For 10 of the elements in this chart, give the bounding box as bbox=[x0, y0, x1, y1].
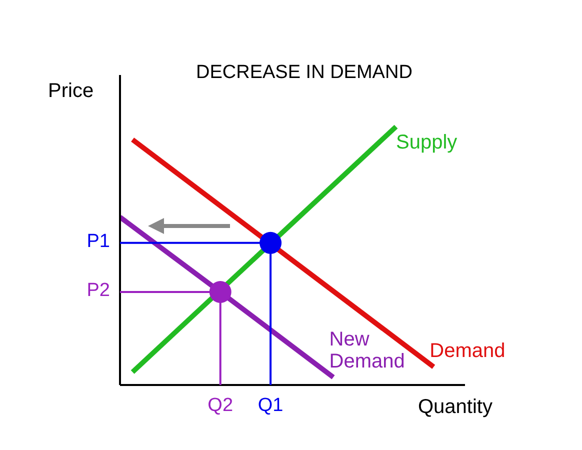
text: P1 bbox=[86, 230, 110, 253]
chart-title: DECREASE IN DEMAND bbox=[196, 62, 412, 84]
x-tick-label: Q2 bbox=[208, 395, 234, 416]
text: P2 bbox=[86, 280, 110, 302]
x-tick-label: Q1 bbox=[258, 395, 284, 416]
series-label: Demand bbox=[430, 340, 506, 362]
y-axis-title: Price bbox=[48, 80, 94, 103]
series-label: New Demand bbox=[329, 328, 405, 372]
x-axis-title: Quantity bbox=[418, 396, 492, 419]
series-label: Supply bbox=[396, 132, 458, 154]
